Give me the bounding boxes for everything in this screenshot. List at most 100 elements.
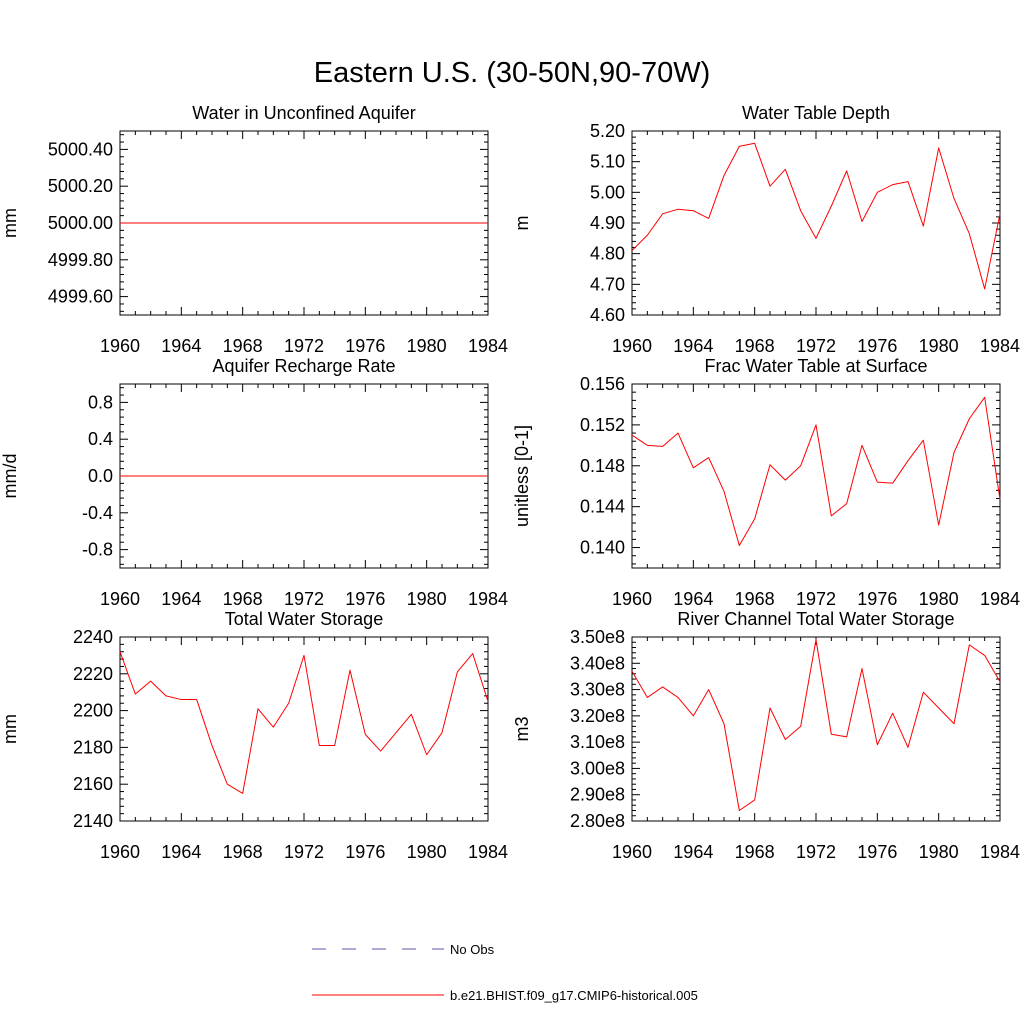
x-tick-label: 1980 [919, 842, 959, 862]
y-tick-label: 0.148 [580, 456, 625, 476]
x-tick-label: 1968 [735, 842, 775, 862]
panel-title: Water Table Depth [742, 103, 890, 123]
y-tick-label: 0.156 [580, 374, 625, 394]
ticks [119, 636, 489, 822]
y-tick-label: 5000.20 [48, 176, 113, 196]
panels: Water in Unconfined Aquifer mm 1960 1964 196… [0, 103, 1020, 862]
panel-6: River Channel Total Water Storage m3 1960 1… [512, 609, 1020, 862]
series-line [631, 142, 1001, 290]
y-tick-label: 5.00 [590, 182, 625, 202]
y-axis-label: unitless [0-1] [512, 425, 532, 527]
x-tick-label: 1976 [857, 336, 897, 356]
x-tick-label: 1964 [161, 842, 201, 862]
x-tick-label: 1960 [612, 842, 652, 862]
y-tick-label: 5000.40 [48, 139, 113, 159]
y-axis-label: mm [0, 714, 20, 744]
y-tick-label: 3.10e8 [570, 732, 625, 752]
x-tick-label: 1980 [407, 589, 447, 609]
x-tick-label: 1964 [161, 336, 201, 356]
x-tick-label: 1960 [100, 336, 140, 356]
x-tick-label: 1968 [735, 336, 775, 356]
x-tick-label: 1964 [673, 336, 713, 356]
y-tick-label: 4.90 [590, 213, 625, 233]
y-tick-label: 3.50e8 [570, 627, 625, 647]
y-tick-label: 4.80 [590, 244, 625, 264]
x-tick-label: 1984 [468, 589, 508, 609]
x-tick-label: 1972 [796, 842, 836, 862]
x-tick-label: 1968 [735, 589, 775, 609]
y-tick-label: 0.140 [580, 538, 625, 558]
x-tick-label: 1976 [857, 589, 897, 609]
panel-1: Water in Unconfined Aquifer mm 1960 1964 196… [0, 103, 508, 356]
series-line [631, 639, 1001, 811]
x-tick-label: 1968 [223, 336, 263, 356]
panel-4: Frac Water Table at Surface unitless [0-1… [512, 356, 1020, 609]
x-tick-label: 1972 [284, 336, 324, 356]
plot-frame [631, 636, 1001, 822]
x-tick-label: 1980 [919, 589, 959, 609]
y-tick-label: 2160 [73, 774, 113, 794]
x-tick-label: 1972 [796, 589, 836, 609]
y-tick-label: 4.70 [590, 274, 625, 294]
x-tick-label: 1960 [100, 589, 140, 609]
ticks [631, 383, 1001, 568]
x-tick-label: 1980 [919, 336, 959, 356]
x-tick-label: 1972 [284, 589, 324, 609]
ticks [631, 636, 1001, 822]
y-tick-label: 5.10 [590, 152, 625, 172]
x-tick-label: 1960 [612, 589, 652, 609]
y-tick-label: 5000.00 [48, 213, 113, 233]
panel-5: Total Water Storage mm 1960 1964 1968 1972 197… [0, 609, 508, 862]
y-tick-label: 2240 [73, 627, 113, 647]
x-tick-label: 1976 [345, 842, 385, 862]
y-tick-label: 4999.60 [48, 287, 113, 307]
x-tick-label: 1964 [673, 589, 713, 609]
panel-2: Water Table Depth m 1960 1964 1968 1972 1976 19… [512, 103, 1020, 356]
x-tick-label: 1976 [345, 336, 385, 356]
x-tick-label: 1964 [673, 842, 713, 862]
legend-label-model: b.e21.BHIST.f09_g17.CMIP6-historical.005 [450, 988, 698, 1003]
y-tick-label: 3.20e8 [570, 706, 625, 726]
y-tick-label: 3.00e8 [570, 758, 625, 778]
y-axis-label: mm [0, 208, 20, 238]
x-tick-label: 1980 [407, 336, 447, 356]
y-tick-label: 0.144 [580, 497, 625, 517]
panel-title: Water in Unconfined Aquifer [192, 103, 415, 123]
y-tick-label: 3.40e8 [570, 653, 625, 673]
x-tick-label: 1968 [223, 842, 263, 862]
panel-title: Frac Water Table at Surface [704, 356, 927, 376]
x-tick-label: 1984 [980, 842, 1020, 862]
x-tick-label: 1976 [345, 589, 385, 609]
y-tick-label: 2180 [73, 737, 113, 757]
y-tick-label: 2.80e8 [570, 811, 625, 831]
y-tick-label: 0.152 [580, 415, 625, 435]
x-tick-label: 1984 [980, 336, 1020, 356]
y-axis-label: m [512, 216, 532, 231]
y-tick-label: -0.8 [82, 540, 113, 560]
legend-label-no-obs: No Obs [450, 942, 495, 957]
y-tick-label: 3.30e8 [570, 680, 625, 700]
y-tick-label: 5.20 [590, 121, 625, 141]
plot-frame [631, 130, 1001, 316]
y-tick-label: 0.4 [88, 429, 113, 449]
figure-title: Eastern U.S. (30-50N,90-70W) [314, 57, 710, 89]
x-tick-label: 1976 [857, 842, 897, 862]
x-tick-label: 1960 [100, 842, 140, 862]
panel-title: Aquifer Recharge Rate [212, 356, 395, 376]
x-tick-label: 1980 [407, 842, 447, 862]
y-tick-label: 4.60 [590, 305, 625, 325]
plot-frame [631, 383, 1001, 569]
legend: No Obs b.e21.BHIST.f09_g17.CMIP6-histori… [312, 942, 698, 1003]
y-tick-label: 2140 [73, 811, 113, 831]
y-tick-label: 0.8 [88, 392, 113, 412]
x-tick-label: 1972 [796, 336, 836, 356]
y-axis-label: mm/d [0, 454, 20, 499]
y-tick-label: 4999.80 [48, 250, 113, 270]
x-tick-label: 1960 [612, 336, 652, 356]
y-axis-label: m3 [512, 716, 532, 741]
y-tick-label: 0.0 [88, 466, 113, 486]
x-tick-label: 1964 [161, 589, 201, 609]
y-tick-label: 2.90e8 [570, 785, 625, 805]
x-tick-label: 1984 [980, 589, 1020, 609]
